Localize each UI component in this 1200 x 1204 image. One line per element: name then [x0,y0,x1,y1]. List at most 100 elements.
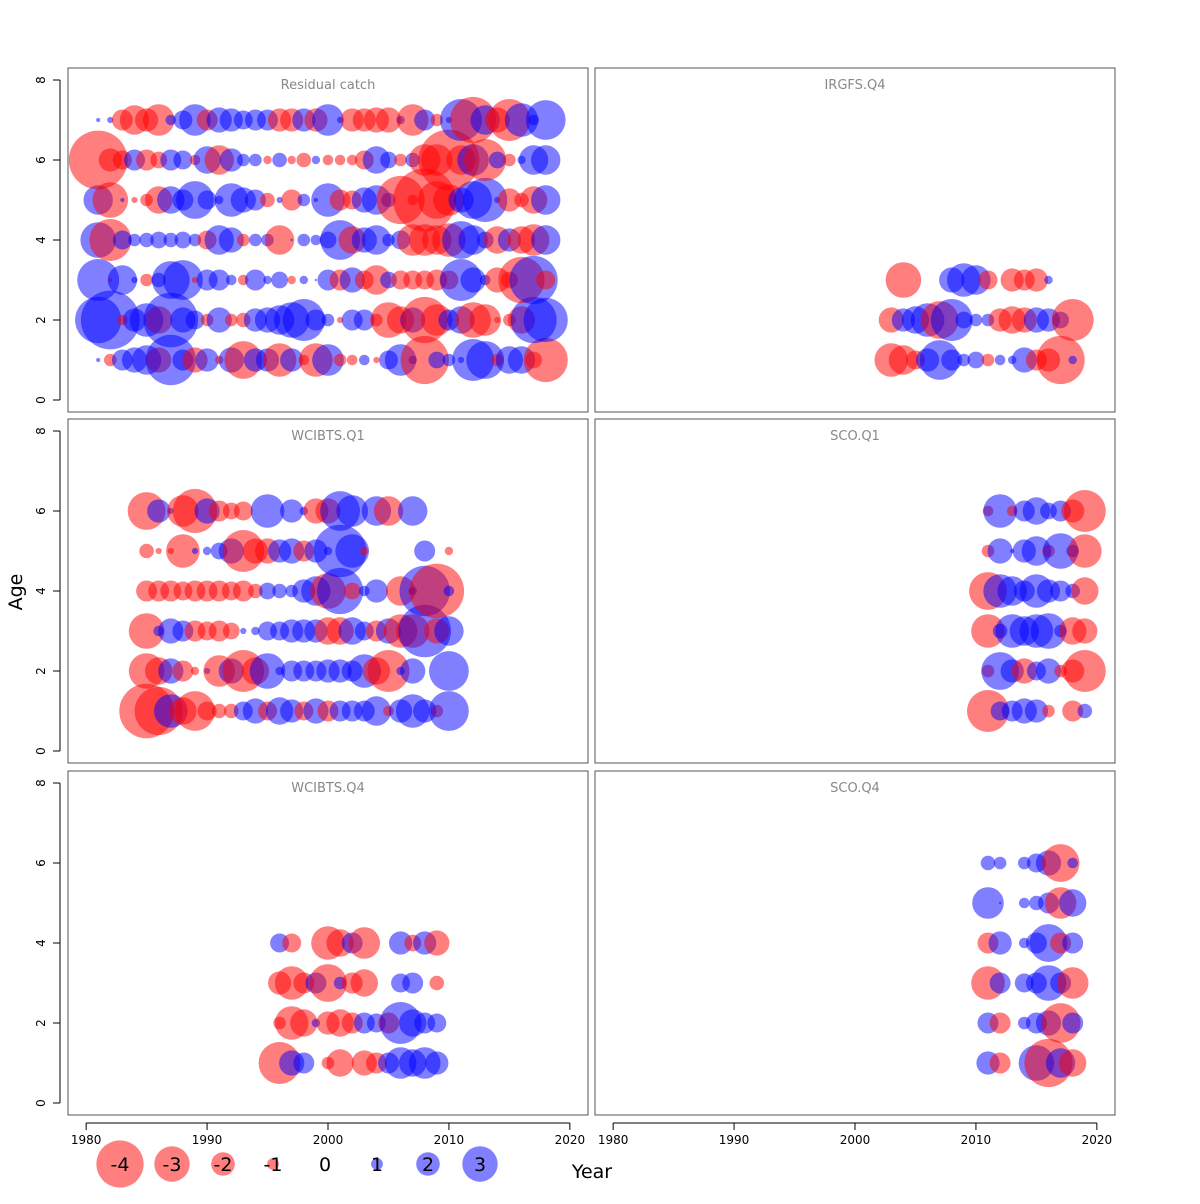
residual-bubble [967,351,985,369]
residual-bubble [190,666,200,676]
panel-title: SCO.Q1 [830,429,880,444]
residual-bubble [1030,613,1067,649]
residual-bubble [128,613,165,649]
residual-bubble [981,353,995,367]
y-tick-label: 6 [34,859,48,867]
residual-bubble [414,109,436,131]
residual-bubble [107,116,114,124]
legend-label: 1 [371,1154,383,1176]
residual-bubble [276,196,283,204]
residual-bubble [312,344,344,376]
residual-bubble [163,260,203,300]
residual-bubble [361,225,392,255]
residual-bubble [987,538,1013,564]
residual-bubble [222,622,240,640]
residual-bubble [494,316,501,324]
panel-title: WCIBTS.Q4 [291,781,365,796]
residual-bubble [1068,534,1102,568]
residual-bubble [429,651,469,691]
residual-bubble [145,334,196,386]
residual-bubble [136,149,158,171]
legend-label: 0 [319,1154,331,1176]
legend-label: -4 [111,1154,130,1176]
residual-bubble [208,500,230,522]
y-tick-label: 2 [34,667,48,675]
residual-bubble [955,311,973,329]
residual-bubble [336,495,369,527]
residual-bubble [176,181,214,219]
residual-bubble [1042,704,1055,718]
residual-bubble [509,255,558,305]
residual-bubble [531,185,561,215]
residual-bubble [197,701,217,721]
residual-bubble [317,567,364,615]
residual-bubble [414,540,436,562]
residual-bubble [249,153,262,167]
residual-bubble [260,192,275,208]
panels-layer: Residual catch IRGFS.Q4 WCIBTS.Q1 SCO.Q1 WCI… [67,67,1116,1116]
residual-bubble [237,233,250,247]
residual-bubble [208,269,230,291]
residual-bubble [1044,275,1053,285]
residual-bubble [1035,658,1062,684]
x-axis: 1980 1990 2000 2010 2020 [598,1122,1112,1147]
residual-bubble [191,276,199,284]
residual-bubble [280,499,304,523]
residual-bubble [1024,268,1048,292]
residual-bubble [139,543,154,559]
residual-bubble [458,225,488,255]
residual-bubble [442,353,456,367]
x-tick-label: 2000 [840,1133,871,1147]
legend-label: 2 [422,1154,434,1176]
residual-bubble [1021,536,1052,566]
residual-bubble [185,310,205,330]
residual-bubble [337,316,344,324]
residual-bubble [1036,335,1085,385]
y-tick-label: 8 [34,76,48,84]
residual-bubble [348,927,381,959]
y-tick-label: 4 [34,236,48,244]
residual-bubble [443,585,455,597]
x-axis: 1980 1990 2000 2010 2020 [71,1122,585,1147]
y-tick-label: 0 [34,396,48,404]
residual-bubble [989,1052,1011,1074]
residual-bubble [232,580,254,602]
residual-bubble [941,349,963,371]
residual-bubble [206,307,232,333]
residual-bubble [523,297,568,343]
y-tick-label: 8 [34,779,48,787]
residual-bubble [131,276,138,284]
residual-bubble [290,238,293,242]
residual-bubble [523,337,568,383]
residual-bubble [250,494,285,528]
residual-bubble [380,151,397,169]
residual-bubble [310,234,322,246]
residual-bubble [402,972,424,994]
residual-bubble [466,341,505,379]
x-tick-label: 2010 [961,1133,992,1147]
residual-bubble [335,534,370,568]
residual-bubble [237,153,250,167]
residual-bubble [428,351,446,369]
residual-bubble [425,1051,449,1075]
residual-bubble [80,290,140,350]
residual-bubble [980,855,996,871]
residual-bubble [373,356,380,364]
residual-bubble [1077,703,1093,719]
residual-bubble [163,232,179,248]
residual-bubble [967,690,1009,732]
residual-bubble [165,114,177,126]
residual-bubble [503,153,516,167]
y-axis: 0 2 4 6 8 [34,427,61,755]
residual-bubble [271,271,288,289]
residual-bubble [240,627,247,635]
residual-bubble [233,501,253,521]
panel-4: SCO.Q1 [594,418,1116,764]
residual-bubble [280,348,304,372]
residual-bubble [1042,533,1079,569]
residual-bubble [531,145,561,175]
residual-bubble [297,193,311,207]
residual-bubble [244,189,266,211]
x-tick-label: 1990 [719,1133,750,1147]
